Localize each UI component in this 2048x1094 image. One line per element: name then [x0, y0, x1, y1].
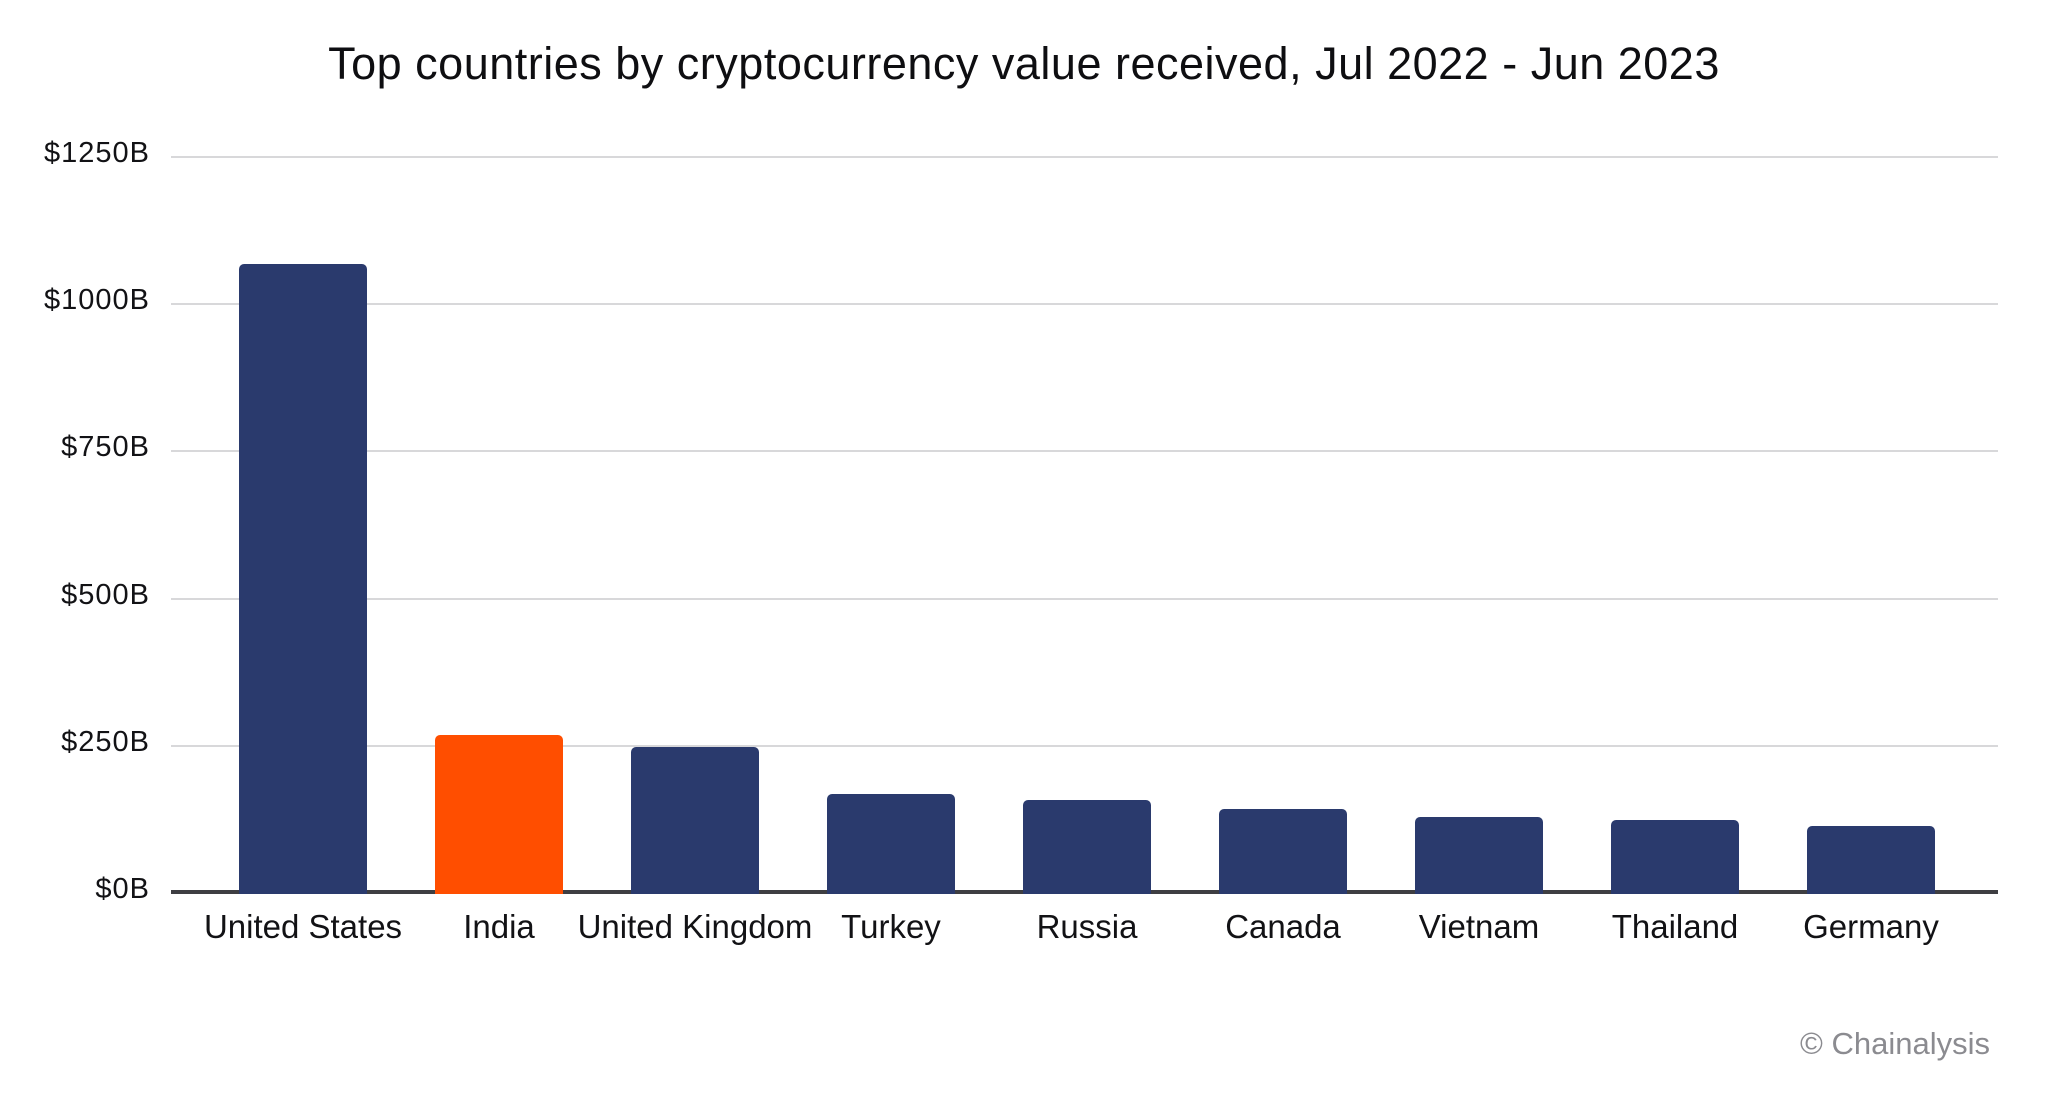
y-tick-label--0b: $0B: [95, 873, 150, 905]
y-tick-label--500b: $500B: [61, 579, 150, 611]
gridline--750b: [171, 450, 1998, 452]
watermark-chainalysis: © Chainalysis: [1800, 1026, 1990, 1061]
bar-united-kingdom: [631, 747, 759, 894]
x-axis-label-germany: Germany: [1803, 908, 1939, 945]
y-tick-label--250b: $250B: [61, 726, 150, 758]
y-tick-label--1000b: $1000B: [44, 284, 150, 316]
bar-vietnam: [1415, 817, 1543, 894]
gridline--250b: [171, 745, 1998, 747]
bar-russia: [1023, 800, 1151, 894]
bar-united-states: [239, 264, 367, 894]
x-axis-label-thailand: Thailand: [1611, 908, 1739, 945]
x-axis-label-russia: Russia: [1036, 908, 1138, 945]
x-axis-label-united-kingdom: United Kingdom: [577, 908, 813, 945]
chart-title: Top countries by cryptocurrency value re…: [328, 38, 1720, 89]
bar-turkey: [827, 794, 955, 894]
y-tick-label--1250b: $1250B: [44, 137, 150, 169]
gridline--1000b: [171, 303, 1998, 305]
gridline--1250b: [171, 156, 1998, 158]
x-axis-label-united-states: United States: [203, 908, 403, 945]
x-axis-label-vietnam: Vietnam: [1418, 908, 1540, 945]
bar-thailand: [1611, 820, 1739, 894]
bar-germany: [1807, 826, 1935, 894]
bar-canada: [1219, 809, 1347, 894]
x-axis-label-canada: Canada: [1225, 908, 1341, 945]
x-axis-label-india: India: [463, 908, 535, 945]
gridline--500b: [171, 598, 1998, 600]
x-axis-label-turkey: Turkey: [841, 908, 941, 945]
bar-india: [435, 735, 563, 894]
y-tick-label--750b: $750B: [61, 431, 150, 463]
